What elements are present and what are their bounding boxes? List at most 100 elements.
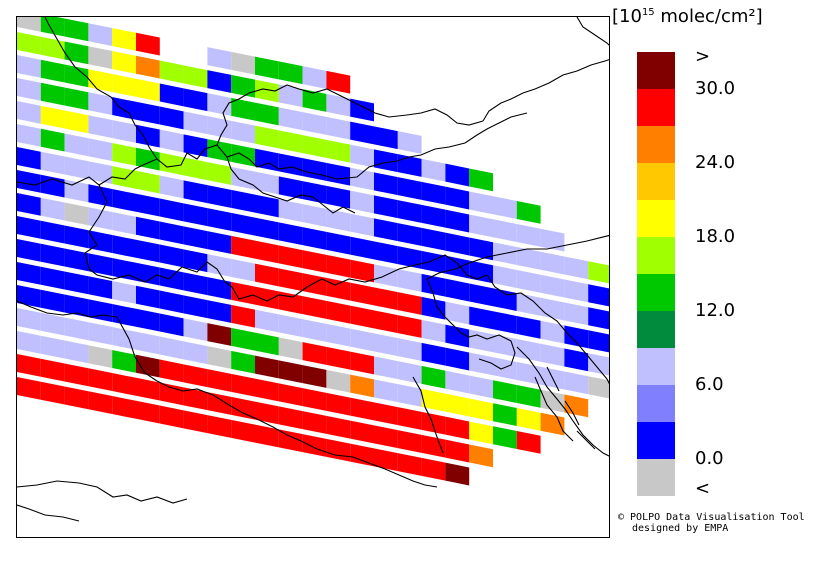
- swath-pixel: [64, 386, 89, 410]
- swath-pixel: [516, 292, 541, 316]
- swath-pixel: [231, 281, 255, 305]
- swath-pixel: [112, 235, 136, 258]
- swath-pixel: [40, 17, 65, 37]
- coastline: [17, 278, 609, 522]
- swath-pixel: [421, 365, 446, 389]
- swath-pixel: [17, 32, 41, 55]
- swath-pixel: [421, 158, 446, 182]
- swath-pixel: [302, 250, 327, 273]
- swath-pixel: [564, 302, 589, 326]
- swath-pixel: [469, 444, 493, 468]
- swath-pixel: [278, 337, 303, 361]
- swath-pixel: [421, 181, 446, 205]
- swath-pixel: [112, 373, 136, 396]
- swath-pixel: [136, 32, 160, 56]
- swath-pixel: [469, 237, 493, 261]
- swath-pixel: [231, 51, 255, 75]
- swath-pixel: [231, 327, 255, 351]
- swath-pixel: [278, 84, 303, 108]
- swath-pixel: [302, 411, 327, 434]
- swath-pixel: [64, 133, 89, 157]
- swath-pixel: [445, 186, 470, 210]
- swath-pixel: [445, 416, 470, 440]
- swath-pixel: [350, 282, 374, 306]
- swath-pixel: [207, 185, 232, 208]
- swath-pixel: [564, 394, 589, 418]
- swath-pixel: [136, 78, 160, 102]
- swath-pixel: [136, 285, 160, 309]
- swath-pixel: [112, 120, 136, 143]
- swath-pixel: [493, 380, 517, 403]
- swath-pixel: [326, 323, 351, 347]
- swath-pixel: [374, 172, 398, 196]
- swath-pixel: [64, 202, 89, 226]
- swath-pixel: [207, 70, 232, 93]
- swath-pixel: [278, 406, 303, 430]
- swath-pixel: [255, 263, 279, 287]
- swath-pixel: [17, 170, 41, 193]
- swath-pixel: [374, 402, 398, 426]
- swath-pixel: [17, 331, 41, 354]
- swath-pixel: [159, 290, 184, 314]
- swath-pixel: [350, 374, 374, 398]
- swath-pixel: [493, 403, 517, 426]
- swath-pixel: [302, 319, 327, 342]
- swath-pixel: [397, 384, 422, 407]
- swath-pixel: [278, 245, 303, 269]
- swath-pixel: [40, 174, 65, 198]
- swath-pixel: [159, 267, 184, 291]
- swath-pixel: [516, 384, 541, 408]
- swath-pixel: [112, 51, 136, 74]
- legend-swatch: [637, 311, 675, 348]
- swath-pixel: [159, 244, 184, 268]
- swath-pixel: [374, 310, 398, 334]
- swath-pixel: [493, 288, 517, 311]
- swath-pixel: [397, 223, 422, 246]
- legend-label-18: 18.0: [695, 226, 736, 247]
- swath-pixel: [445, 278, 470, 302]
- swath-pixel: [136, 400, 160, 424]
- swath-pixel: [302, 89, 327, 112]
- swath-pixel: [397, 453, 422, 476]
- swath-pixel: [207, 392, 232, 415]
- swath-pixel: [516, 200, 541, 224]
- swath-pixel: [302, 273, 327, 296]
- swath-pixel: [88, 299, 113, 323]
- credit-line-2: designed by EMPA: [632, 523, 729, 534]
- swath-pixel: [493, 357, 517, 380]
- swath-pixel: [564, 325, 589, 349]
- swath-pixel: [326, 277, 351, 301]
- legend-title-exponent: 15: [641, 7, 655, 18]
- swath-pixel: [374, 241, 398, 265]
- swath-pixel: [159, 152, 184, 176]
- swath-pixel: [469, 168, 493, 192]
- swath-pixel: [231, 419, 255, 443]
- swath-pixel: [40, 36, 65, 60]
- swath-pixel: [159, 129, 184, 153]
- swath-pixel: [64, 317, 89, 341]
- swath-pixel: [207, 415, 232, 438]
- swath-pixel: [64, 225, 89, 249]
- swath-pixel: [255, 125, 279, 149]
- swath-pixel: [302, 388, 327, 411]
- swath-pixel: [302, 342, 327, 365]
- swath-pixel: [493, 219, 517, 242]
- swath-pixel: [183, 272, 208, 296]
- swath-pixel: [40, 335, 65, 359]
- swath-pixel: [540, 297, 565, 321]
- swath-pixel: [493, 311, 517, 334]
- swath-pixel: [374, 425, 398, 449]
- swath-pixel: [183, 157, 208, 181]
- swath-pixel: [159, 106, 184, 130]
- swath-pixel: [136, 216, 160, 240]
- swath-pixel: [207, 162, 232, 185]
- swath-pixel: [64, 41, 89, 65]
- swath-pixel: [350, 328, 374, 352]
- swath-pixel: [17, 354, 41, 377]
- swath-pixel: [516, 223, 541, 247]
- swath-pixel: [278, 314, 303, 338]
- swath-pixel: [421, 457, 446, 481]
- swath-pixel: [88, 138, 113, 162]
- swath-pixel: [64, 87, 89, 111]
- swath-pixel: [445, 393, 470, 417]
